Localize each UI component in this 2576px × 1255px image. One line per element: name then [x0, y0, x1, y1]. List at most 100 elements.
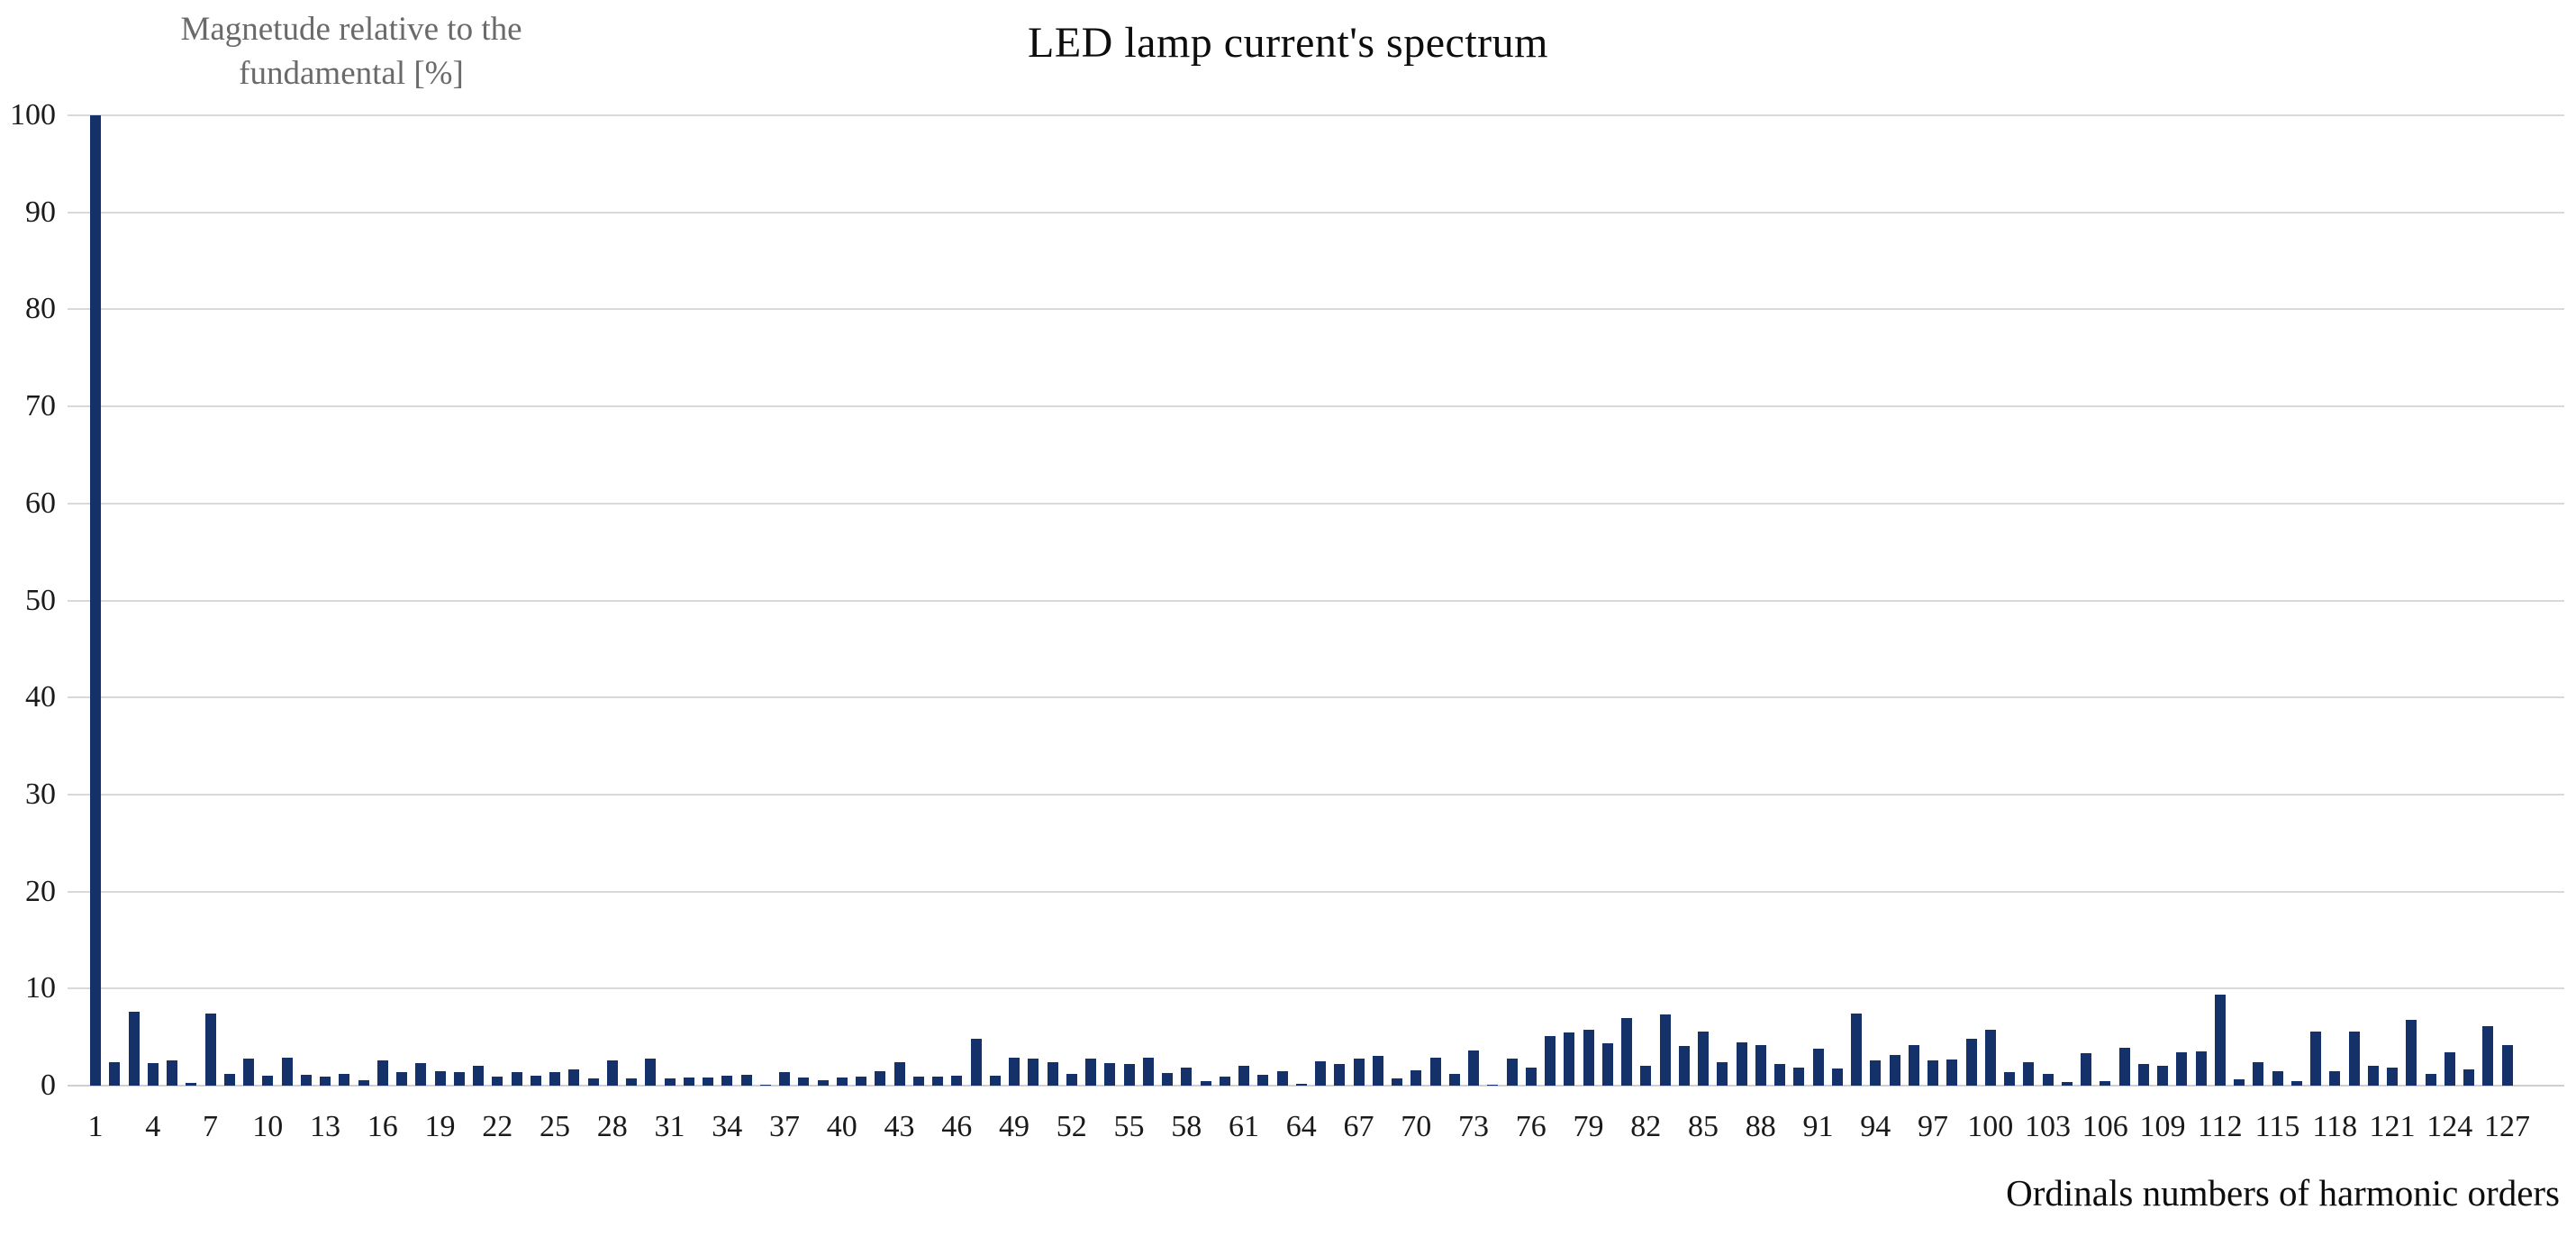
bar-harmonic-85	[1698, 1031, 1709, 1086]
x-tick-label-1: 1	[87, 1110, 104, 1143]
bar-harmonic-6	[186, 1082, 197, 1086]
x-tick-label-16: 16	[367, 1110, 398, 1143]
bar-harmonic-66	[1334, 1064, 1346, 1086]
bar-harmonic-57	[1162, 1072, 1173, 1086]
bar-harmonic-102	[2023, 1062, 2035, 1086]
y-axis-title-line1: Magnetude relative to the	[180, 11, 522, 48]
y-axis-title: Magnetude relative to the fundamental [%…	[108, 7, 594, 95]
bar-harmonic-104	[2061, 1081, 2073, 1086]
bar-harmonic-87	[1736, 1041, 1747, 1086]
bar-harmonic-100	[1984, 1029, 1996, 1086]
x-tick-label-124: 124	[2426, 1110, 2473, 1143]
bar-harmonic-96	[1908, 1044, 1919, 1086]
bar-harmonic-14	[339, 1074, 350, 1086]
gridline-y-100	[68, 114, 2564, 116]
x-tick-label-46: 46	[941, 1110, 973, 1143]
bar-harmonic-116	[2290, 1081, 2302, 1086]
bar-harmonic-35	[740, 1075, 752, 1086]
gridline-y-30	[68, 793, 2564, 796]
y-tick-label-20: 20	[25, 874, 56, 908]
bar-harmonic-72	[1448, 1074, 1460, 1086]
y-axis-title-line2: fundamental [%]	[239, 55, 464, 92]
x-tick-label-118: 118	[2312, 1110, 2358, 1143]
bar-harmonic-64	[1295, 1083, 1307, 1086]
bar-harmonic-78	[1564, 1032, 1575, 1086]
bar-harmonic-37	[779, 1071, 790, 1086]
bar-harmonic-38	[798, 1078, 810, 1086]
bar-harmonic-36	[759, 1084, 771, 1086]
bar-harmonic-44	[912, 1077, 924, 1086]
bar-harmonic-61	[1238, 1066, 1249, 1086]
bar-harmonic-4	[147, 1063, 159, 1086]
bar-harmonic-58	[1181, 1067, 1193, 1086]
x-tick-label-106: 106	[2082, 1110, 2128, 1143]
x-tick-label-34: 34	[712, 1110, 743, 1143]
x-tick-label-37: 37	[769, 1110, 800, 1143]
x-tick-label-103: 103	[2025, 1110, 2071, 1143]
bar-harmonic-27	[587, 1078, 599, 1086]
bar-harmonic-111	[2195, 1051, 2207, 1086]
bar-harmonic-106	[2100, 1081, 2111, 1086]
bar-harmonic-29	[626, 1078, 637, 1086]
bar-harmonic-17	[396, 1071, 407, 1086]
bar-harmonic-91	[1812, 1049, 1824, 1086]
y-tick-label-0: 0	[41, 1069, 56, 1102]
x-tick-label-13: 13	[310, 1110, 340, 1143]
bar-harmonic-84	[1678, 1045, 1690, 1086]
x-tick-label-79: 79	[1573, 1110, 1604, 1143]
y-tick-label-50: 50	[25, 583, 56, 617]
bar-harmonic-2	[109, 1062, 121, 1086]
x-tick-label-22: 22	[482, 1110, 513, 1143]
bar-harmonic-126	[2482, 1026, 2494, 1086]
bar-harmonic-97	[1927, 1059, 1938, 1086]
bar-harmonic-90	[1793, 1067, 1805, 1086]
bar-harmonic-94	[1870, 1059, 1882, 1086]
bar-harmonic-113	[2234, 1078, 2245, 1086]
bar-harmonic-53	[1085, 1058, 1096, 1086]
bar-harmonic-108	[2137, 1064, 2149, 1086]
bar-harmonic-50	[1028, 1058, 1039, 1086]
bar-harmonic-114	[2253, 1062, 2264, 1086]
gridline-y-40	[68, 696, 2564, 699]
bar-harmonic-86	[1717, 1062, 1728, 1086]
bar-harmonic-127	[2501, 1044, 2513, 1086]
bar-harmonic-73	[1468, 1050, 1479, 1086]
x-tick-label-10: 10	[252, 1110, 284, 1143]
x-tick-label-88: 88	[1745, 1110, 1776, 1143]
bar-harmonic-25	[549, 1071, 560, 1086]
bar-harmonic-124	[2444, 1052, 2455, 1086]
x-tick-label-91: 91	[1802, 1110, 1834, 1143]
bar-harmonic-71	[1429, 1057, 1441, 1086]
x-tick-label-49: 49	[999, 1110, 1029, 1143]
bar-harmonic-125	[2463, 1069, 2474, 1086]
x-tick-label-28: 28	[596, 1110, 628, 1143]
gridline-y-20	[68, 890, 2564, 893]
x-tick-label-52: 52	[1056, 1110, 1087, 1143]
y-tick-label-90: 90	[25, 195, 56, 229]
gridline-y-90	[68, 211, 2564, 214]
bar-harmonic-11	[281, 1057, 293, 1086]
x-tick-label-19: 19	[424, 1110, 456, 1143]
bar-harmonic-19	[434, 1070, 446, 1086]
x-tick-label-127: 127	[2484, 1110, 2530, 1143]
x-tick-label-109: 109	[2139, 1110, 2186, 1143]
bar-harmonic-107	[2118, 1047, 2130, 1086]
bar-harmonic-62	[1257, 1075, 1269, 1086]
bar-harmonic-76	[1525, 1067, 1537, 1086]
bar-harmonic-83	[1659, 1014, 1671, 1086]
bar-harmonic-3	[128, 1012, 140, 1086]
bar-harmonic-45	[932, 1077, 943, 1086]
bar-harmonic-93	[1851, 1014, 1862, 1086]
bar-harmonic-12	[300, 1075, 312, 1086]
x-tick-label-67: 67	[1343, 1110, 1374, 1143]
bar-harmonic-7	[204, 1014, 216, 1086]
y-tick-label-80: 80	[25, 292, 56, 326]
bar-harmonic-52	[1066, 1074, 1077, 1086]
bar-harmonic-112	[2214, 994, 2226, 1086]
bar-harmonic-40	[836, 1078, 848, 1086]
bar-harmonic-46	[951, 1076, 963, 1086]
y-tick-label-30: 30	[25, 777, 56, 811]
bar-harmonic-47	[970, 1039, 982, 1086]
y-tick-label-40: 40	[25, 680, 56, 714]
